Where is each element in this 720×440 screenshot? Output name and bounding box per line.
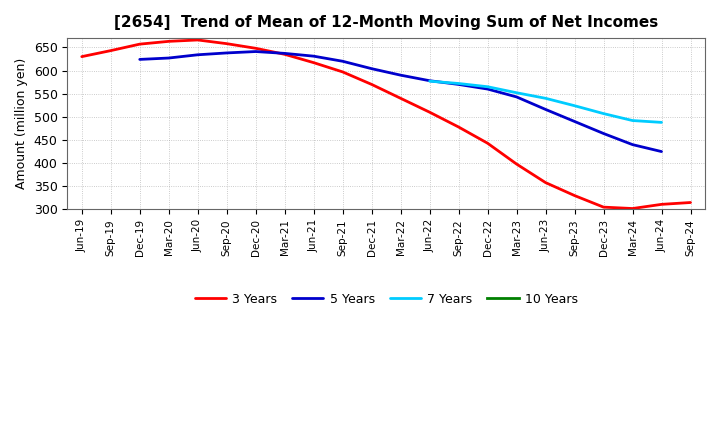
7 Years <box>599 111 608 116</box>
5 Years <box>194 52 202 58</box>
Line: 5 Years: 5 Years <box>140 51 662 151</box>
3 Years <box>251 46 260 51</box>
5 Years <box>222 50 231 55</box>
5 Years <box>512 94 521 99</box>
7 Years <box>426 78 434 84</box>
5 Years <box>599 131 608 136</box>
3 Years <box>426 110 434 115</box>
Y-axis label: Amount (million yen): Amount (million yen) <box>15 58 28 189</box>
7 Years <box>541 95 550 101</box>
5 Years <box>280 51 289 56</box>
3 Years <box>280 51 289 57</box>
5 Years <box>629 142 637 147</box>
5 Years <box>338 59 347 64</box>
7 Years <box>483 84 492 89</box>
3 Years <box>107 48 115 53</box>
3 Years <box>541 180 550 185</box>
5 Years <box>483 86 492 92</box>
5 Years <box>570 119 579 124</box>
3 Years <box>570 193 579 198</box>
5 Years <box>164 55 173 61</box>
7 Years <box>657 120 666 125</box>
3 Years <box>338 69 347 74</box>
3 Years <box>78 54 86 59</box>
3 Years <box>512 161 521 167</box>
5 Years <box>396 73 405 78</box>
5 Years <box>310 54 318 59</box>
Line: 7 Years: 7 Years <box>430 81 662 122</box>
3 Years <box>310 60 318 65</box>
Title: [2654]  Trend of Mean of 12-Month Moving Sum of Net Incomes: [2654] Trend of Mean of 12-Month Moving … <box>114 15 658 30</box>
3 Years <box>454 125 463 130</box>
7 Years <box>629 118 637 123</box>
7 Years <box>512 90 521 95</box>
3 Years <box>483 141 492 146</box>
3 Years <box>135 41 144 47</box>
Line: 3 Years: 3 Years <box>82 40 690 209</box>
3 Years <box>367 82 376 87</box>
5 Years <box>135 57 144 62</box>
5 Years <box>251 49 260 54</box>
Legend: 3 Years, 5 Years, 7 Years, 10 Years: 3 Years, 5 Years, 7 Years, 10 Years <box>189 288 582 311</box>
5 Years <box>367 66 376 71</box>
5 Years <box>541 107 550 112</box>
5 Years <box>657 149 666 154</box>
3 Years <box>164 39 173 44</box>
3 Years <box>686 200 695 205</box>
5 Years <box>454 82 463 87</box>
7 Years <box>570 103 579 108</box>
3 Years <box>396 95 405 101</box>
5 Years <box>426 78 434 83</box>
7 Years <box>454 81 463 86</box>
3 Years <box>629 206 637 211</box>
3 Years <box>194 37 202 43</box>
3 Years <box>657 202 666 207</box>
3 Years <box>599 205 608 210</box>
3 Years <box>222 41 231 46</box>
